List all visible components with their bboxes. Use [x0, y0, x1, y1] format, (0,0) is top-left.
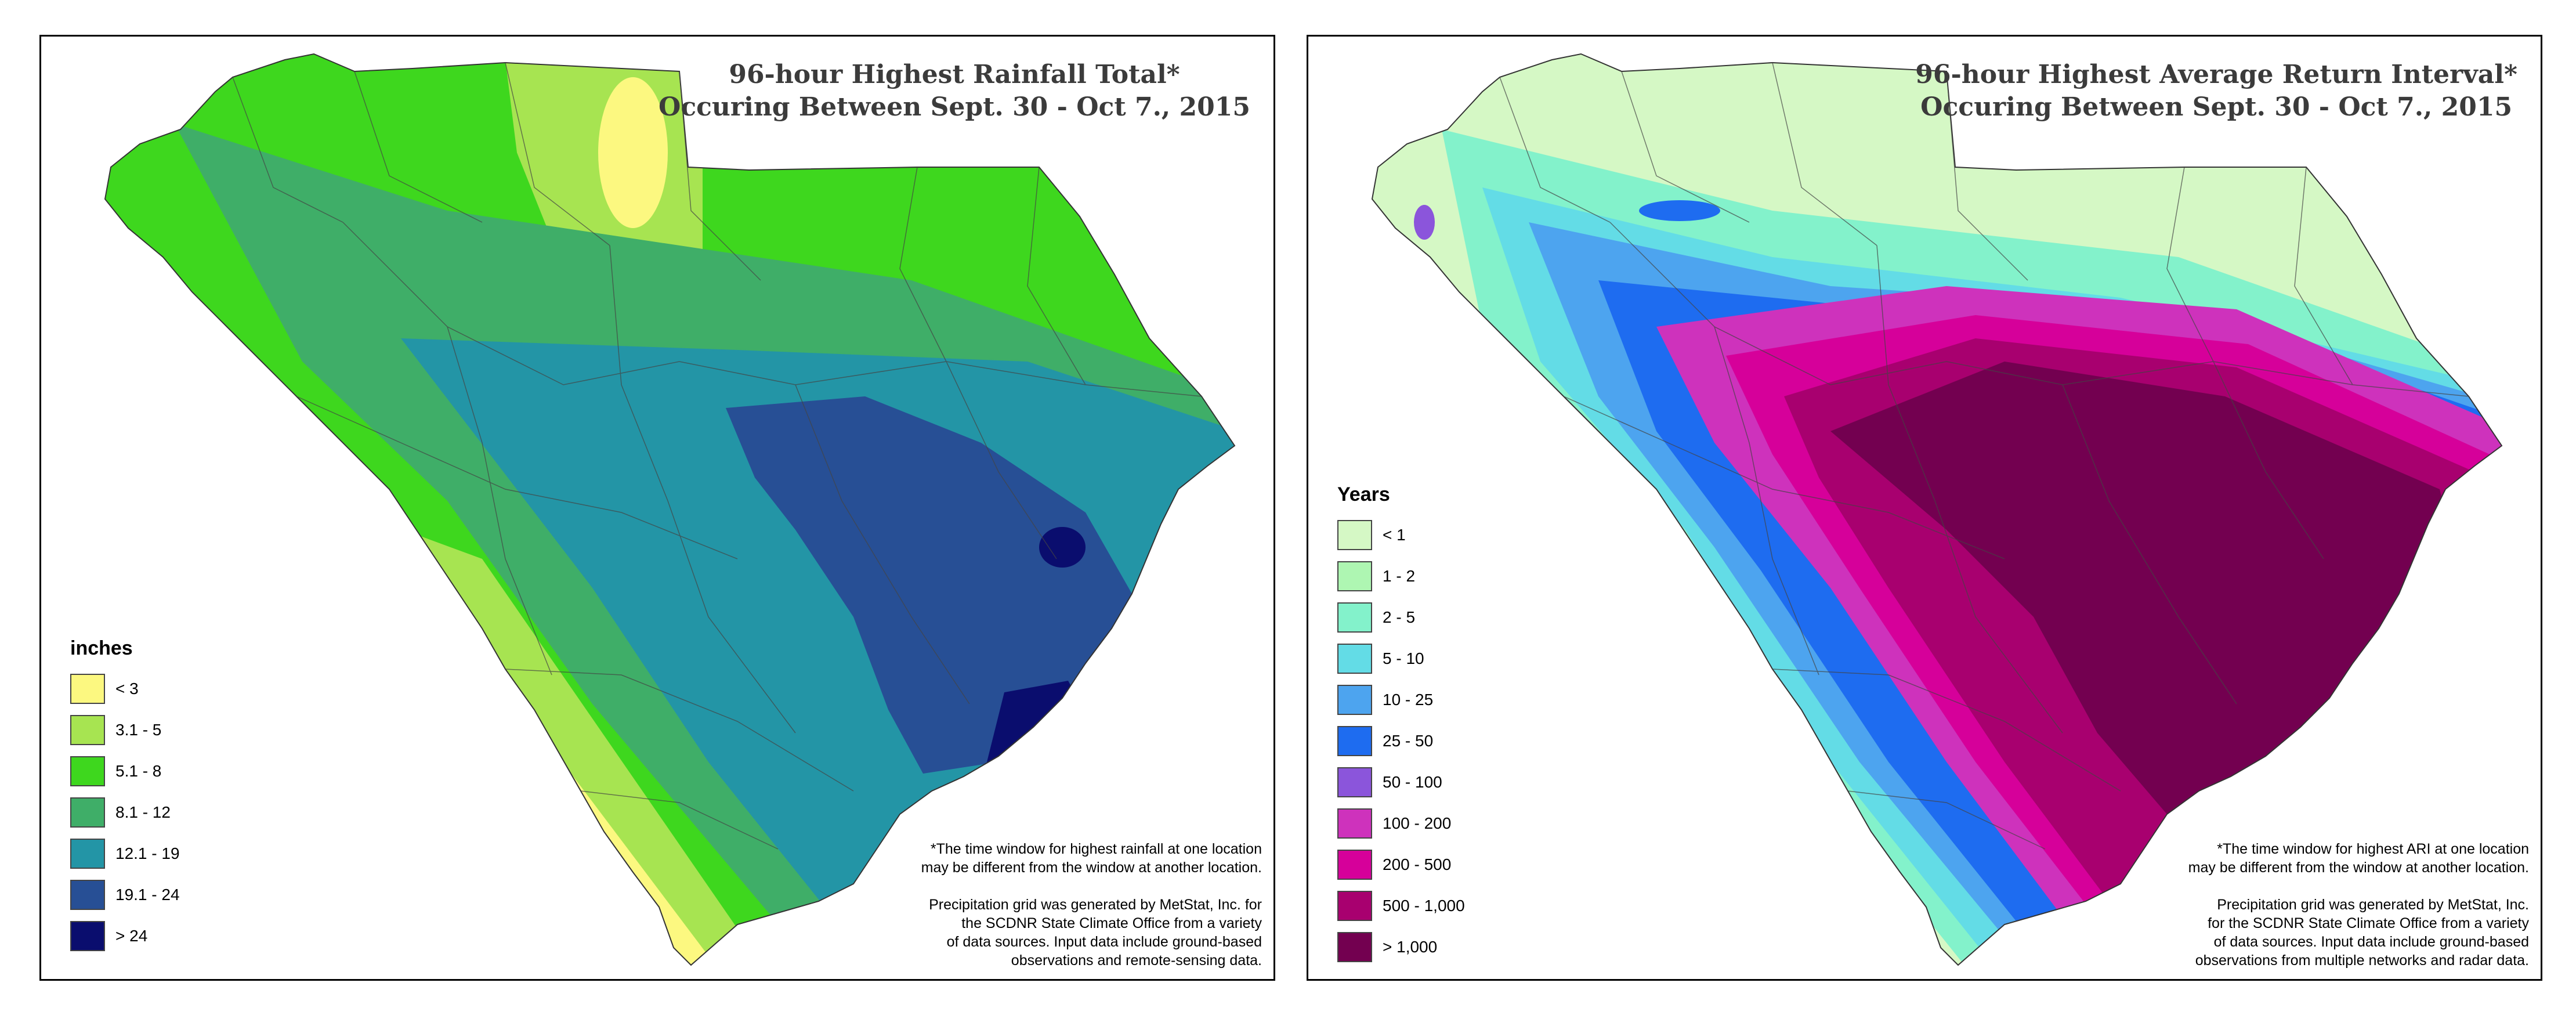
title-line-1: 96-hour Highest Rainfall Total* — [729, 60, 1180, 89]
note-time-window: *The time window for highest ARI at one … — [2188, 841, 2529, 876]
legend-item: < 1 — [1337, 514, 1465, 555]
legend-item: 500 - 1,000 — [1337, 885, 1465, 926]
legend-label: 5.1 - 8 — [115, 761, 162, 780]
legend-swatch — [70, 714, 105, 745]
legend-swatch — [70, 797, 105, 828]
rainfall-notes: *The time window for highest rainfall at… — [921, 840, 1262, 970]
legend-item: 25 - 50 — [1337, 720, 1465, 761]
legend-item: > 1,000 — [1337, 926, 1465, 967]
ari-notes: *The time window for highest ARI at one … — [2188, 840, 2529, 970]
legend-swatch — [1337, 602, 1372, 633]
rainfall-legend: inches < 3 3.1 - 5 5.1 - 8 8.1 - 12 12.1 - 1… — [70, 637, 180, 956]
rainfall-map — [104, 53, 1236, 966]
legend-swatch — [1337, 519, 1372, 550]
legend-label: 12.1 - 19 — [115, 844, 180, 862]
legend-label: < 3 — [115, 679, 139, 698]
legend-swatch — [70, 838, 105, 869]
legend-label: > 1,000 — [1383, 937, 1438, 956]
legend-label: 50 - 100 — [1383, 772, 1442, 791]
legend-swatch — [1337, 767, 1372, 797]
legend-label: > 24 — [115, 926, 148, 945]
note-data-source: Precipitation grid was generated by MetS… — [2195, 897, 2529, 969]
legend-swatch — [1337, 890, 1372, 921]
legend-title: inches — [70, 637, 133, 659]
legend-label: 100 - 200 — [1383, 814, 1452, 832]
legend-label: 8.1 - 12 — [115, 803, 171, 821]
legend-label: 2 - 5 — [1383, 608, 1416, 626]
legend-swatch — [1337, 725, 1372, 756]
title-line-2: Occuring Between Sept. 30 - Oct 7., 2015 — [1920, 92, 2513, 122]
legend-swatch — [70, 920, 105, 951]
rainfall-map-panel: 96-hour Highest Rainfall Total* Occuring… — [39, 35, 1275, 981]
legend-item: 8.1 - 12 — [70, 792, 180, 833]
legend-item: < 3 — [70, 668, 180, 709]
title-line-1: 96-hour Highest Average Return Interval* — [1915, 60, 2517, 89]
legend-label: 500 - 1,000 — [1383, 896, 1465, 915]
legend-item: 19.1 - 24 — [70, 874, 180, 915]
county-boundaries — [232, 62, 1202, 850]
legend-item: 2 - 5 — [1337, 597, 1465, 638]
legend-label: 10 - 25 — [1383, 690, 1434, 709]
legend-swatch — [1337, 561, 1372, 591]
legend-item: 5 - 10 — [1337, 638, 1465, 679]
county-boundaries — [1499, 62, 2469, 850]
legend-swatch — [1337, 849, 1372, 880]
legend-item: 100 - 200 — [1337, 803, 1465, 844]
legend-item: 200 - 500 — [1337, 844, 1465, 885]
legend-swatch — [70, 879, 105, 910]
legend-swatch — [70, 673, 105, 704]
note-data-source: Precipitation grid was generated by MetS… — [929, 897, 1262, 969]
legend-swatch — [1337, 643, 1372, 674]
ari-map-panel: 96-hour Highest Average Return Interval*… — [1307, 35, 2542, 981]
rainfall-map-title: 96-hour Highest Rainfall Total* Occuring… — [659, 59, 1250, 124]
legend-swatch — [1337, 684, 1372, 715]
legend-item: 3.1 - 5 — [70, 709, 180, 750]
legend-title: Years — [1337, 483, 1390, 505]
legend-swatch — [1337, 931, 1372, 962]
ari-map — [1371, 53, 2503, 966]
ari-map-title: 96-hour Highest Average Return Interval*… — [1915, 59, 2517, 124]
legend-item: > 24 — [70, 915, 180, 956]
legend-label: 25 - 50 — [1383, 731, 1434, 750]
legend-label: 5 - 10 — [1383, 649, 1424, 667]
legend-label: 19.1 - 24 — [115, 885, 180, 904]
legend-item: 12.1 - 19 — [70, 833, 180, 874]
legend-item: 5.1 - 8 — [70, 750, 180, 792]
ari-legend: Years < 1 1 - 2 2 - 5 5 - 10 10 - 25 25 - 50 5… — [1337, 483, 1465, 967]
legend-label: 3.1 - 5 — [115, 720, 162, 739]
title-line-2: Occuring Between Sept. 30 - Oct 7., 2015 — [659, 92, 1250, 122]
legend-swatch — [1337, 808, 1372, 839]
note-time-window: *The time window for highest rainfall at… — [921, 841, 1262, 876]
legend-label: 200 - 500 — [1383, 855, 1452, 873]
legend-label: < 1 — [1383, 525, 1406, 544]
legend-label: 1 - 2 — [1383, 566, 1416, 585]
legend-item: 50 - 100 — [1337, 761, 1465, 803]
legend-item: 10 - 25 — [1337, 679, 1465, 720]
legend-item: 1 - 2 — [1337, 555, 1465, 597]
legend-swatch — [70, 756, 105, 786]
